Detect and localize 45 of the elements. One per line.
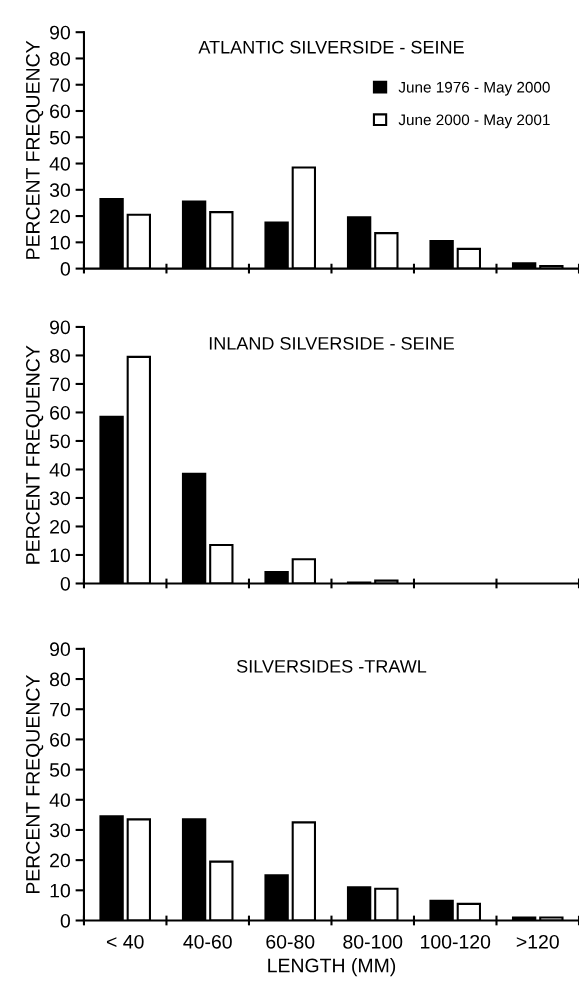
x-axis-title: LENGTH (MM) — [268, 958, 396, 977]
y-tick-label: 50 — [49, 434, 70, 449]
y-tick-label: 90 — [50, 642, 70, 657]
y-tick-label: 0 — [60, 913, 70, 928]
y-tick-label: 40 — [49, 157, 70, 171]
x-tick-label: < 40 — [106, 934, 144, 949]
y-tick-label: 40 — [49, 793, 70, 808]
y-tick-label: 70 — [50, 78, 70, 92]
chart-title: INLAND SILVERSIDE - SEINE — [209, 336, 454, 350]
x-tick-label: 60-80 — [266, 934, 315, 949]
y-axis-title: PERCENT FREQUENCY — [25, 345, 44, 564]
x-tick-label: 80-100 — [343, 934, 403, 949]
y-tick-label: 60 — [50, 104, 70, 119]
y-tick-label: 0 — [60, 576, 70, 591]
y-tick-label: 60 — [50, 732, 70, 747]
y-tick-label: 90 — [50, 25, 70, 40]
y-tick-label: 40 — [49, 462, 70, 477]
y-tick-label: 20 — [50, 209, 70, 224]
y-tick-label: 60 — [50, 405, 70, 420]
y-tick-label: 10 — [50, 883, 70, 898]
y-tick-label: 10 — [50, 548, 70, 563]
y-tick-label: 50 — [49, 763, 70, 777]
y-tick-label: 70 — [50, 377, 70, 392]
y-tick-label: 80 — [49, 348, 70, 363]
x-tick-label: >120 — [516, 934, 559, 949]
chart-title: SILVERSIDES -TRAWL — [236, 659, 427, 673]
y-tick-label: 10 — [50, 235, 70, 250]
y-tick-label: 50 — [49, 130, 70, 145]
y-tick-label: 90 — [50, 320, 70, 335]
y-axis-title: PERCENT FREQUENCY — [25, 40, 44, 259]
y-axis-title: PERCENT FREQUENCY — [25, 675, 44, 894]
y-tick-label: 30 — [49, 491, 70, 506]
x-tick-label: 100-120 — [421, 934, 491, 949]
y-tick-label: 80 — [49, 672, 70, 687]
y-tick-label: 0 — [60, 262, 70, 276]
y-tick-label: 70 — [50, 702, 70, 717]
legend-label: June 1976 - May 2000 — [398, 81, 550, 96]
y-tick-label: 80 — [49, 51, 70, 66]
y-tick-label: 20 — [50, 519, 70, 534]
y-tick-label: 30 — [49, 823, 70, 838]
y-tick-label: 20 — [50, 853, 70, 868]
legend-label: June 2000 - May 2001 — [398, 114, 550, 129]
chart-title: ATLANTIC SILVERSIDE - SEINE — [198, 40, 464, 54]
x-tick-label: 40-60 — [183, 934, 232, 949]
y-tick-label: 30 — [49, 183, 70, 198]
